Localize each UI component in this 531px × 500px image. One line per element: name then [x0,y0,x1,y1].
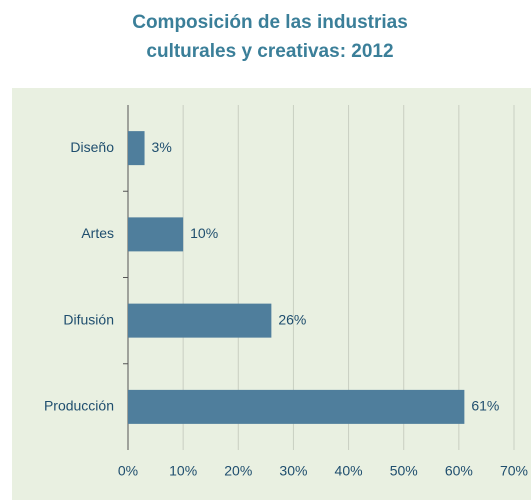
x-tick-label: 30% [279,463,307,479]
bar [128,131,145,166]
bar [128,389,465,424]
y-tick-label: Diseño [70,139,114,155]
chart-title: Composición de las industrias culturales… [132,12,408,62]
y-tick-label: Artes [81,225,114,241]
y-tick-label: Producción [44,398,114,414]
y-tick-label: Difusión [63,311,114,327]
x-tick-label: 50% [390,463,418,479]
x-tick-label: 40% [335,463,363,479]
data-label: 61% [471,398,499,414]
x-tick-label: 70% [500,463,528,479]
bar [128,217,184,252]
bar [128,303,272,338]
x-tick-label: 10% [169,463,197,479]
data-label: 10% [190,225,218,241]
data-label: 3% [152,139,172,155]
plot-background [12,88,531,500]
data-label: 26% [278,311,306,327]
x-tick-label: 60% [445,463,473,479]
x-tick-label: 0% [118,463,138,479]
x-tick-label: 20% [224,463,252,479]
